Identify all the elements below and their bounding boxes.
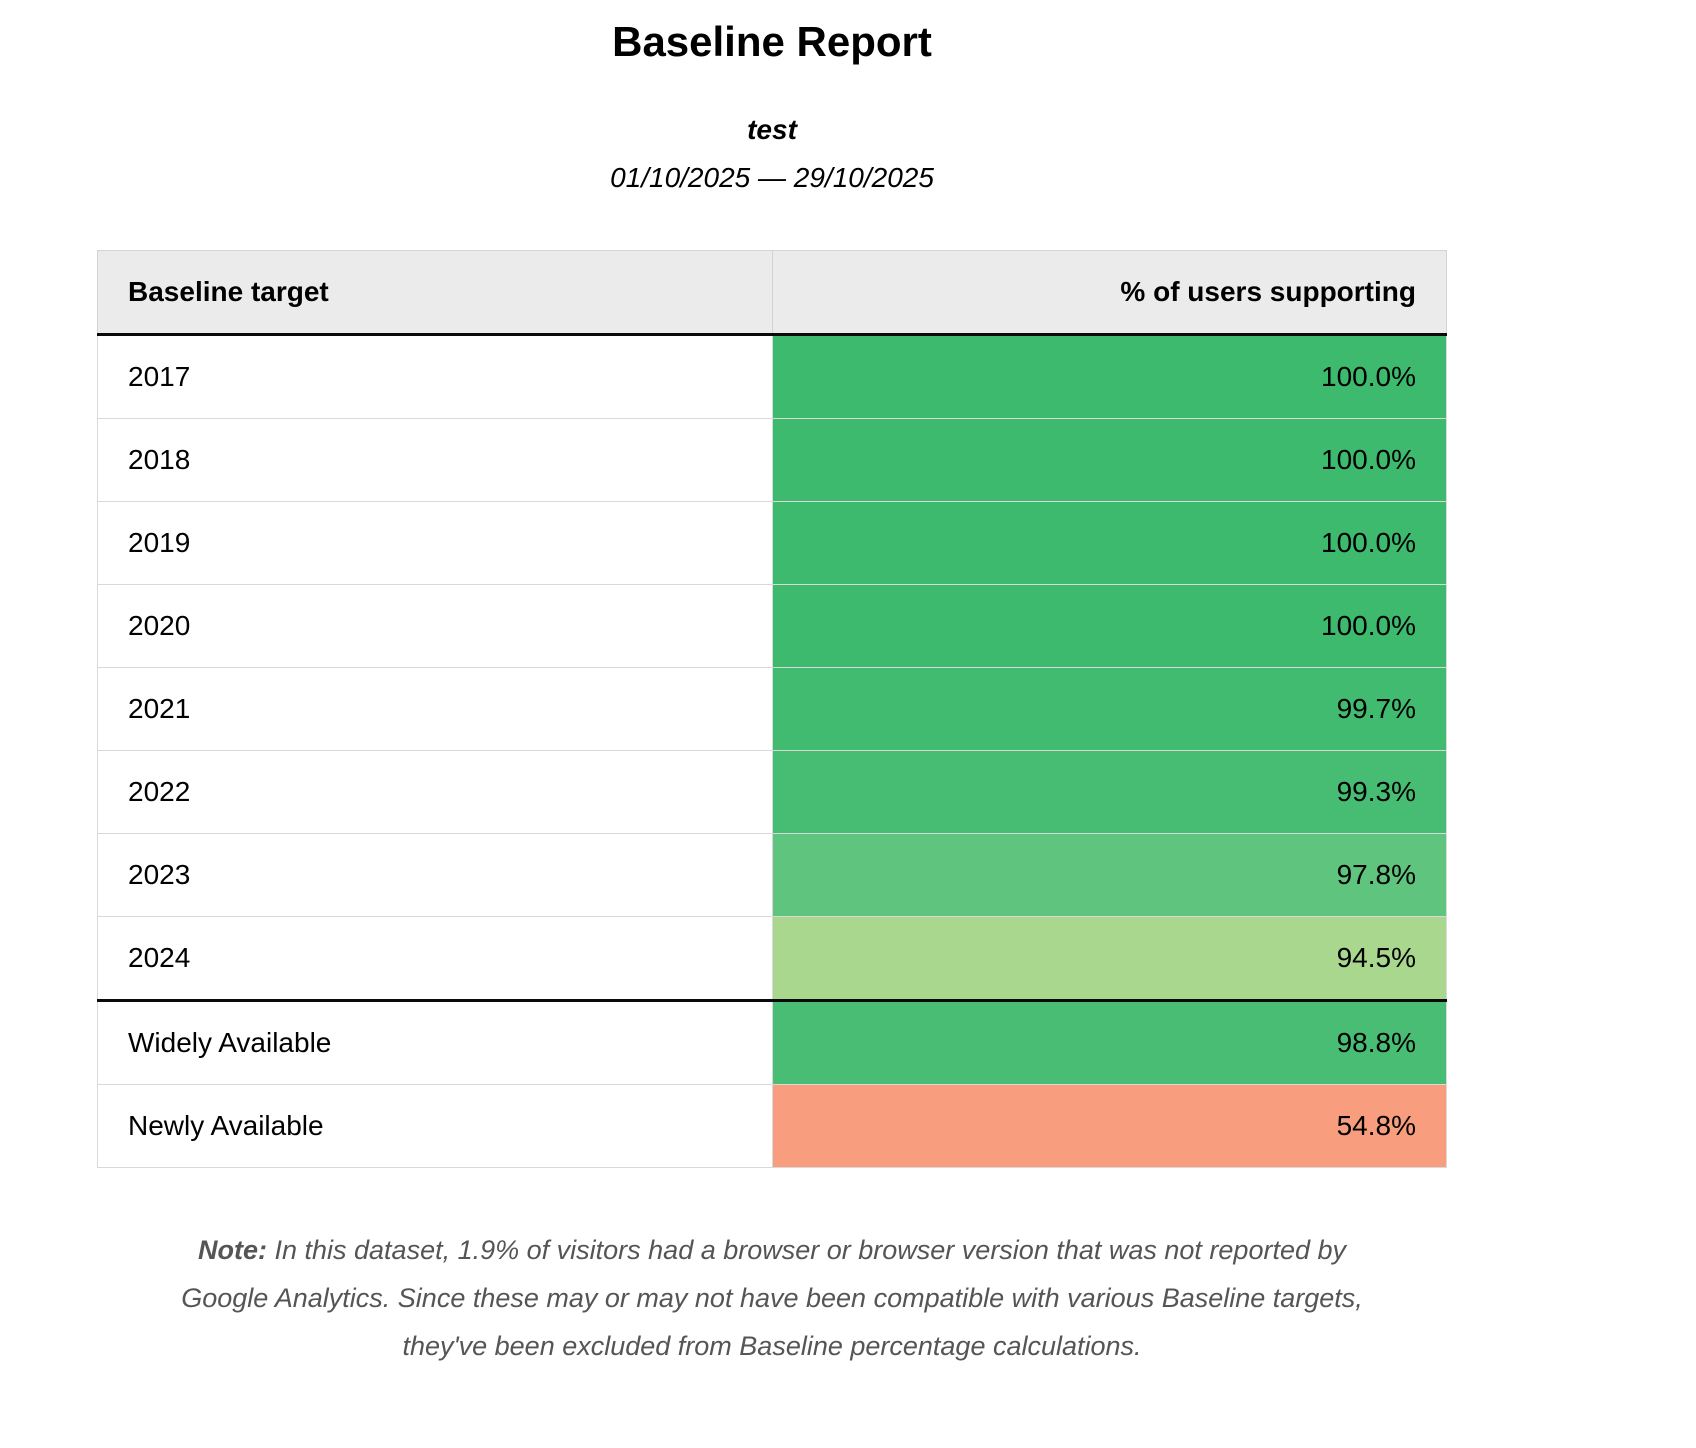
target-cell: 2021 (97, 667, 773, 751)
note-text: In this dataset, 1.9% of visitors had a … (181, 1235, 1363, 1362)
report-page: Baseline Report test 01/10/2025 — 29/10/… (97, 0, 1447, 1370)
percent-cell: 54.8% (772, 1084, 1447, 1168)
table-row: 2019 100.0% (97, 501, 1447, 585)
target-cell: 2024 (97, 916, 773, 1001)
table-row-newly-available: Newly Available 54.8% (97, 1084, 1447, 1168)
column-header-users-supporting: % of users supporting (771, 250, 1447, 336)
percent-cell: 97.8% (772, 833, 1447, 917)
page-title: Baseline Report (612, 18, 932, 65)
table-row: 2020 100.0% (97, 584, 1447, 668)
baseline-table: Baseline target % of users supporting 20… (97, 250, 1447, 1168)
table-row: 2024 94.5% (97, 916, 1447, 1001)
table-row-widely-available: Widely Available 98.8% (97, 999, 1447, 1085)
table-row: 2023 97.8% (97, 833, 1447, 917)
percent-cell: 100.0% (772, 334, 1447, 419)
percent-cell: 100.0% (772, 584, 1447, 668)
target-cell: Newly Available (97, 1084, 773, 1168)
target-cell: Widely Available (97, 999, 773, 1085)
table-header-row: Baseline target % of users supporting (97, 250, 1447, 336)
table-row: 2021 99.7% (97, 667, 1447, 751)
report-date-range: 01/10/2025 — 29/10/2025 (610, 162, 934, 193)
column-header-baseline-target: Baseline target (97, 250, 773, 336)
table-row: 2018 100.0% (97, 418, 1447, 502)
target-cell: 2020 (97, 584, 773, 668)
percent-cell: 94.5% (772, 916, 1447, 1001)
percent-cell: 100.0% (772, 418, 1447, 502)
table-row: 2017 100.0% (97, 334, 1447, 419)
target-cell: 2022 (97, 750, 773, 834)
target-cell: 2017 (97, 334, 773, 419)
table-row: 2022 99.3% (97, 750, 1447, 834)
target-cell: 2019 (97, 501, 773, 585)
percent-cell: 99.7% (772, 667, 1447, 751)
note-label: Note: (197, 1235, 267, 1265)
target-cell: 2023 (97, 833, 773, 917)
dataset-note: Note: In this dataset, 1.9% of visitors … (177, 1226, 1367, 1370)
target-cell: 2018 (97, 418, 773, 502)
report-subtitle: test (747, 114, 797, 145)
percent-cell: 99.3% (772, 750, 1447, 834)
percent-cell: 100.0% (772, 501, 1447, 585)
percent-cell: 98.8% (772, 999, 1447, 1085)
